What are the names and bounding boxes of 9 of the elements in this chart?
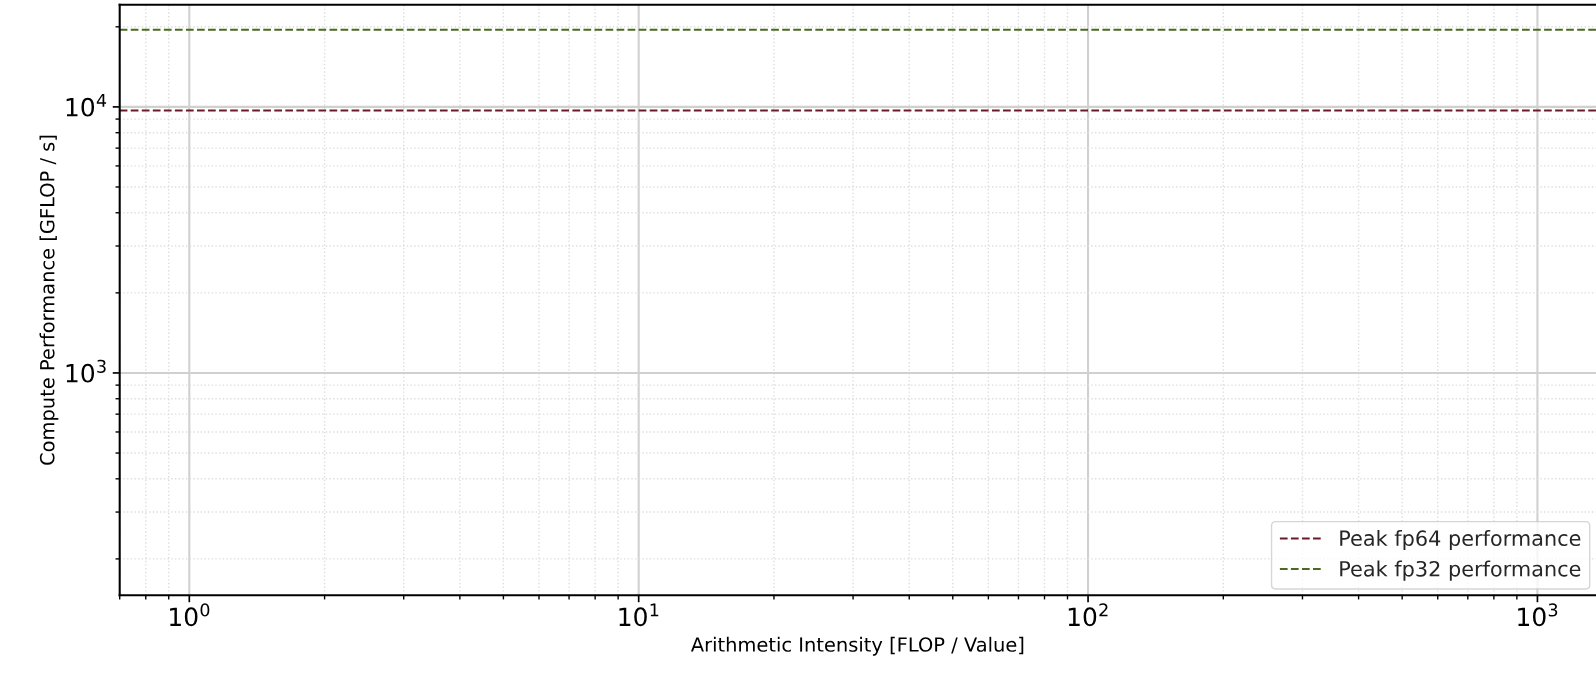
x-tick-label: 10$^{0}$ xyxy=(170,603,210,627)
x-axis-title: Arithmetic Intensity [FLOP / Value] xyxy=(690,636,1024,656)
legend-label: Peak fp64 performance xyxy=(1340,529,1581,551)
y-tick-label: 10$^{4}$ xyxy=(66,93,107,117)
legend-label: Peak fp32 performance xyxy=(1340,560,1581,581)
x-tick-label: 10$^{1}$ xyxy=(619,603,659,627)
x-tick-label: 10$^{2}$ xyxy=(1068,603,1108,627)
x-tick-label: 10$^{3}$ xyxy=(1518,603,1558,627)
y-axis-title: Compute Performance [GFLOP / s] xyxy=(39,135,59,465)
